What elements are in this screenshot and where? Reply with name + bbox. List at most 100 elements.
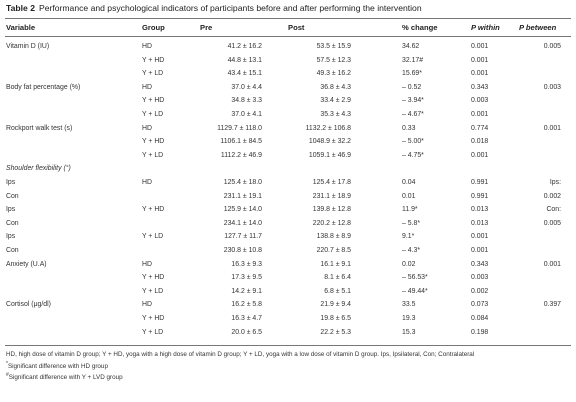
row-post-value: 139.8 ± 12.8 [312, 206, 351, 214]
row-pct-change: 34.62 [402, 43, 420, 50]
row-pct-change: 9.1* [402, 233, 415, 241]
row-group: HD [142, 43, 152, 50]
row-variable: Ips [6, 206, 16, 214]
table-row: Shoulder flexibility (°) [0, 163, 576, 175]
row-group: Y + HD [142, 138, 165, 146]
footnotes: HD, high dose of vitamin D group; Y + HD… [6, 351, 566, 383]
row-pct-change: – 4.75* [402, 151, 424, 159]
row-pct-change: – 3.94* [402, 97, 424, 105]
row-p-between: 0.005 [543, 43, 561, 50]
row-group: Y + LD [142, 328, 164, 336]
row-post-value: 125.4 ± 17.8 [312, 179, 351, 186]
row-pre-value: 127.7 ± 11.7 [224, 233, 262, 241]
row-variable: Rockport walk test (s) [6, 124, 73, 132]
header-variable: Variable [6, 23, 36, 32]
row-variable: Anxiety (U.A) [6, 260, 47, 268]
row-pct-change: 0.04 [402, 179, 416, 186]
row-pre-value: 17.3 ± 9.5 [231, 274, 262, 282]
footnote-1: *Significant difference with HD group [6, 360, 566, 372]
row-post-value: 49.3 ± 16.2 [316, 70, 351, 78]
row-pre-value: 1129.7 ± 118.0 [217, 124, 262, 132]
row-pct-change: 0.01 [402, 192, 416, 200]
row-post-value: 35.3 ± 4.3 [320, 111, 351, 118]
row-group: HD [142, 301, 152, 309]
row-pct-change: – 5.00* [402, 138, 424, 146]
row-group: HD [142, 124, 152, 132]
row-p-within: 0.343 [471, 260, 489, 268]
row-pre-value: 125.9 ± 14.0 [223, 206, 262, 214]
row-p-within: 0.001 [471, 151, 489, 159]
row-p-within: 0.013 [471, 206, 489, 214]
row-pct-change: 0.02 [402, 260, 416, 268]
row-post-value: 1059.1 ± 46.9 [308, 151, 351, 159]
row-p-within: 0.343 [471, 83, 489, 91]
header-pre: Pre [200, 23, 213, 32]
row-p-within: 0.991 [471, 192, 489, 200]
table-row: Con 234.1 ± 14.0 220.2 ± 12.8 – 5.8* 0.013 0.… [0, 218, 576, 230]
row-group: Y + LD [142, 111, 164, 118]
row-p-between: Con: [546, 206, 561, 214]
row-group: Y + LD [142, 70, 164, 78]
footnote-abbreviations: HD, high dose of vitamin D group; Y + HD… [6, 351, 475, 358]
row-post-value: 19.8 ± 6.5 [320, 315, 351, 322]
row-pre-value: 1112.2 ± 46.9 [220, 151, 262, 159]
row-p-within: 0.018 [471, 138, 489, 146]
footnote-2: #Significant difference with Y + LVD gro… [6, 373, 566, 383]
row-variable: Vitamin D (IU) [6, 43, 50, 50]
row-pct-change: – 4.67* [402, 111, 424, 118]
table-row: Y + LD 1112.2 ± 46.9 1059.1 ± 46.9 – 4.75* 0… [0, 150, 576, 162]
table-row: Y + HD 17.3 ± 9.5 8.1 ± 6.4 – 56.53* 0.003 [0, 272, 576, 284]
row-p-between: 0.397 [543, 301, 561, 309]
row-p-within: 0.001 [471, 247, 489, 254]
row-variable: Ips [6, 179, 16, 186]
row-group: Y + LD [142, 233, 164, 241]
row-variable: Con [6, 192, 19, 200]
table-row: Y + HD 34.8 ± 3.3 33.4 ± 2.9 – 3.94* 0.003 [0, 95, 576, 107]
row-pre-value: 234.1 ± 14.0 [223, 219, 262, 227]
row-pre-value: 1106.1 ± 84.5 [220, 138, 262, 146]
table-row: Vitamin D (IU) HD 41.2 ± 16.2 53.5 ± 15.9 34… [0, 41, 576, 53]
row-p-within: 0.774 [471, 124, 489, 132]
row-post-value: 57.5 ± 12.3 [316, 56, 351, 64]
row-group: Y + HD [142, 56, 165, 64]
row-variable: Ips [6, 233, 16, 241]
table-row: Y + HD 44.8 ± 13.1 57.5 ± 12.3 32.17# 0.001 [0, 55, 576, 67]
table-row: Body fat percentage (%) HD 37.0 ± 4.4 36.8 … [0, 82, 576, 94]
table-row: Ips Y + LD 127.7 ± 11.7 138.8 ± 8.9 9.1* 0.00… [0, 231, 576, 243]
table-row: Cortisol (μg/dl) HD 16.2 ± 5.8 21.9 ± 9.4 33… [0, 299, 576, 311]
row-pre-value: 20.0 ± 6.5 [231, 328, 262, 336]
table-row: Rockport walk test (s) HD 1129.7 ± 118.0 11… [0, 123, 576, 135]
row-post-value: 36.8 ± 4.3 [320, 83, 351, 91]
row-pre-value: 16.3 ± 4.7 [231, 315, 262, 322]
row-pct-change: 33.5 [402, 301, 416, 309]
row-pre-value: 14.2 ± 9.1 [231, 287, 262, 295]
row-post-value: 220.2 ± 12.8 [312, 219, 351, 227]
row-pre-value: 41.2 ± 16.2 [227, 43, 262, 50]
row-p-within: 0.001 [471, 70, 489, 78]
top-rule [5, 18, 571, 19]
table-row: Y + LD 14.2 ± 9.1 6.8 ± 5.1 – 49.44* 0.002 [0, 286, 576, 298]
row-p-within: 0.991 [471, 179, 489, 186]
header-group: Group [142, 23, 165, 32]
table-row: Y + LD 43.4 ± 15.1 49.3 ± 16.2 15.69* 0.001 [0, 68, 576, 80]
footnote-1-symbol: * [6, 360, 8, 367]
table-row: Con 231.1 ± 19.1 231.1 ± 18.9 0.01 0.991 0.00… [0, 191, 576, 203]
table-row: Y + HD 16.3 ± 4.7 19.8 ± 6.5 19.3 0.084 [0, 313, 576, 325]
header-p-between: P between [519, 23, 557, 32]
row-post-value: 1048.9 ± 32.2 [308, 138, 351, 146]
row-post-value: 8.1 ± 6.4 [324, 274, 351, 282]
row-p-between: 0.001 [543, 260, 561, 268]
row-pct-change: 15.69* [402, 70, 422, 78]
row-p-within: 0.001 [471, 43, 489, 50]
row-pct-change: – 56.53* [402, 274, 428, 282]
row-p-between: Ips: [549, 179, 561, 186]
row-post-value: 21.9 ± 9.4 [320, 301, 351, 309]
row-p-within: 0.198 [471, 328, 489, 336]
row-p-within: 0.073 [471, 301, 489, 309]
row-post-value: 1132.2 ± 106.8 [305, 124, 351, 132]
row-group: Y + HD [142, 274, 165, 282]
row-group: Y + HD [142, 206, 165, 214]
row-group: Y + HD [142, 315, 165, 322]
row-group: HD [142, 260, 152, 268]
row-group: Y + LD [142, 151, 164, 159]
